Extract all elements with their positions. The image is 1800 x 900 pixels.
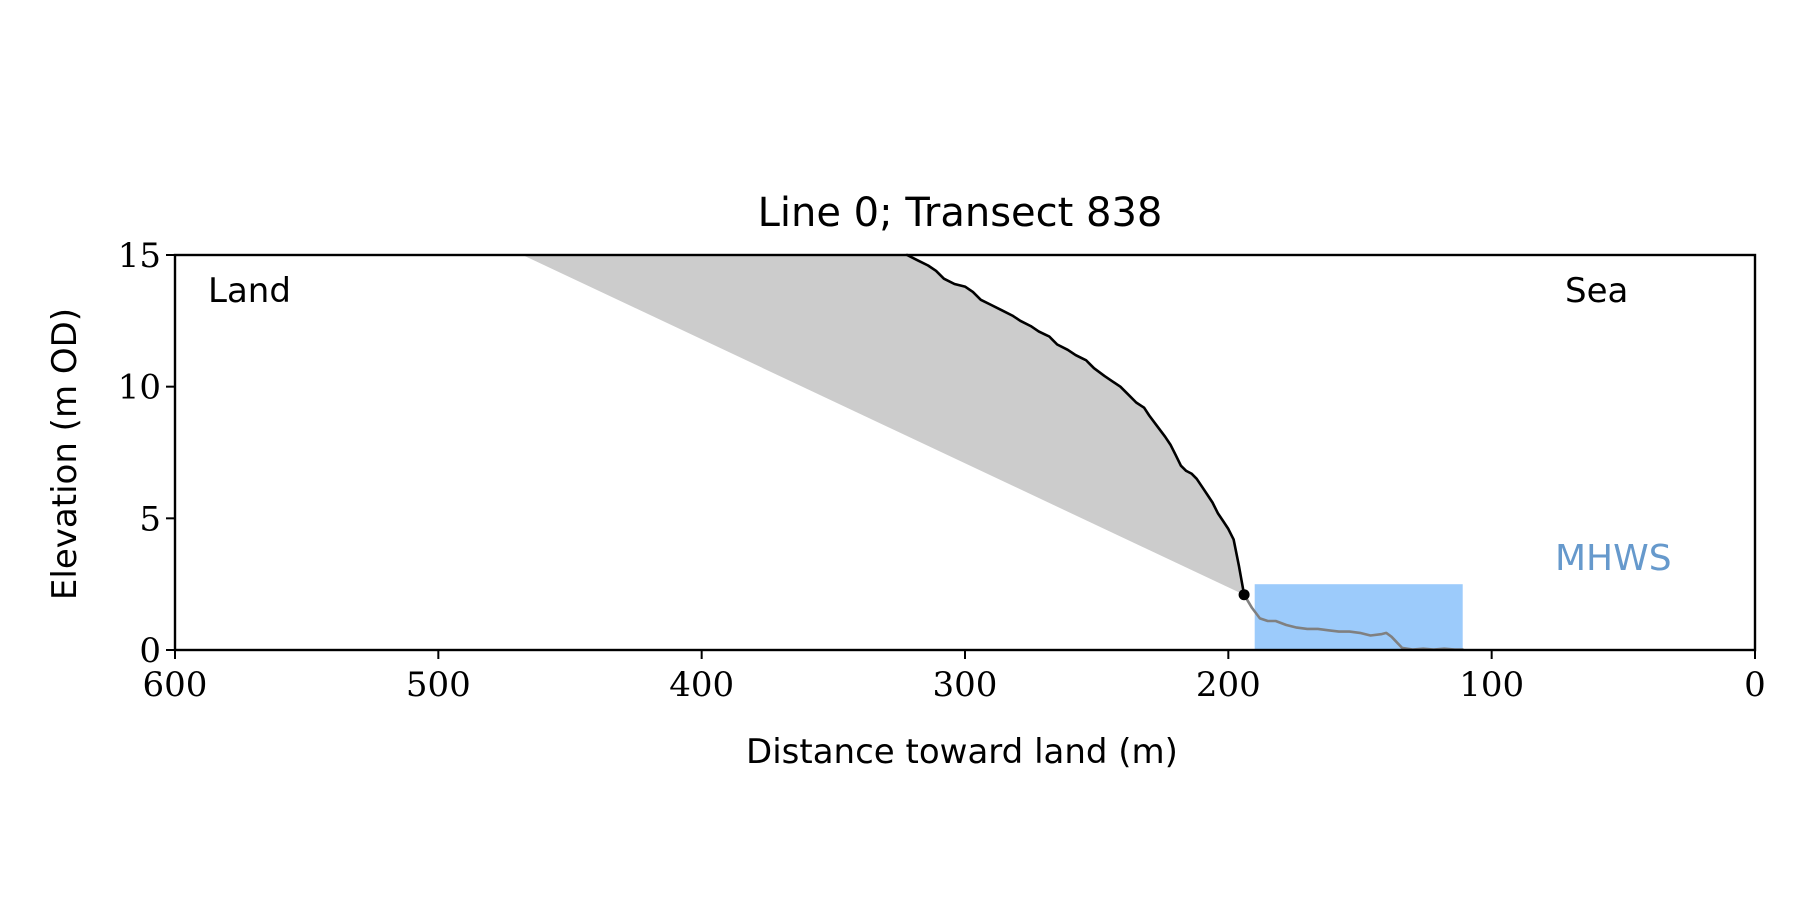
mhws-annotation: MHWS	[1555, 538, 1672, 579]
chart-title: Line 0; Transect 838	[758, 190, 1163, 236]
sea-annotation: Sea	[1565, 271, 1628, 311]
cliff-profile-line	[905, 253, 1246, 596]
y-axis: 0 5 10 15	[118, 236, 175, 671]
plot-area	[522, 253, 1464, 651]
x-tick-label: 300	[933, 665, 998, 705]
x-axis: 600 500 400 300 200 100 0	[143, 650, 1766, 705]
x-tick-label: 100	[1459, 665, 1524, 705]
eroded-area	[522, 255, 1245, 595]
x-tick-label: 200	[1196, 665, 1261, 705]
x-tick-label: 400	[669, 665, 734, 705]
y-axis-label: Elevation (m OD)	[45, 308, 85, 600]
y-tick-label: 5	[139, 499, 161, 539]
cliff-toe-marker	[1238, 589, 1250, 601]
mhws-water	[1254, 584, 1463, 650]
x-tick-label: 500	[406, 665, 471, 705]
land-annotation: Land	[208, 271, 291, 311]
x-tick-label: 0	[1744, 665, 1766, 705]
y-tick-label: 15	[118, 236, 161, 276]
y-tick-label: 0	[139, 631, 161, 671]
y-tick-label: 10	[118, 368, 161, 408]
x-axis-label: Distance toward land (m)	[746, 732, 1178, 772]
x-tick-label: 600	[143, 665, 208, 705]
